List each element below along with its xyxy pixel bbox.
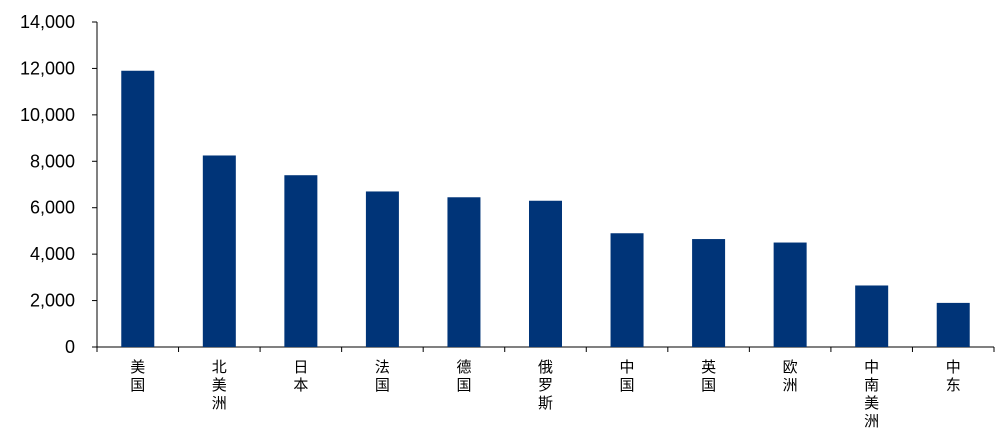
x-tick-label: 中东 <box>946 358 961 394</box>
x-tick-label: 英国 <box>701 358 716 394</box>
bar <box>610 233 644 347</box>
x-tick-label: 中国 <box>620 358 635 394</box>
y-tick-label: 6,000 <box>30 198 75 218</box>
y-tick-label: 2,000 <box>30 291 75 311</box>
category-labels: 美国 北美洲 日本 法国 德国 俄罗斯 中国 英国 欧洲 中南美洲 中东 <box>130 358 960 430</box>
bar <box>773 242 807 347</box>
y-axis: 0 2,000 4,000 6,000 8,000 10,000 12,000 14,000 <box>20 12 98 357</box>
x-tick-label: 日本 <box>293 358 308 394</box>
y-tick-label: 0 <box>65 337 75 357</box>
x-tick-label: 美国 <box>130 358 145 394</box>
x-tick-label: 德国 <box>456 358 471 394</box>
bar <box>447 197 481 347</box>
bar <box>936 302 970 347</box>
x-tick-label: 法国 <box>375 358 390 394</box>
x-tick-label: 北美洲 <box>212 358 227 412</box>
bar <box>365 191 399 347</box>
bar <box>692 239 726 347</box>
x-tick-label: 中南美洲 <box>864 358 879 430</box>
x-tick-label: 俄罗斯 <box>538 358 553 412</box>
bar <box>529 200 562 347</box>
bar <box>202 155 236 347</box>
y-tick-label: 10,000 <box>20 105 75 125</box>
bar <box>855 285 889 347</box>
y-tick-label: 14,000 <box>20 12 75 32</box>
x-axis <box>96 346 995 352</box>
y-tick-label: 8,000 <box>30 151 75 171</box>
bar <box>284 175 318 347</box>
bar <box>121 70 155 347</box>
y-tick-label: 4,000 <box>30 244 75 264</box>
y-tick-label: 12,000 <box>20 58 75 78</box>
x-tick-label: 欧洲 <box>783 358 798 394</box>
bars <box>121 70 970 347</box>
